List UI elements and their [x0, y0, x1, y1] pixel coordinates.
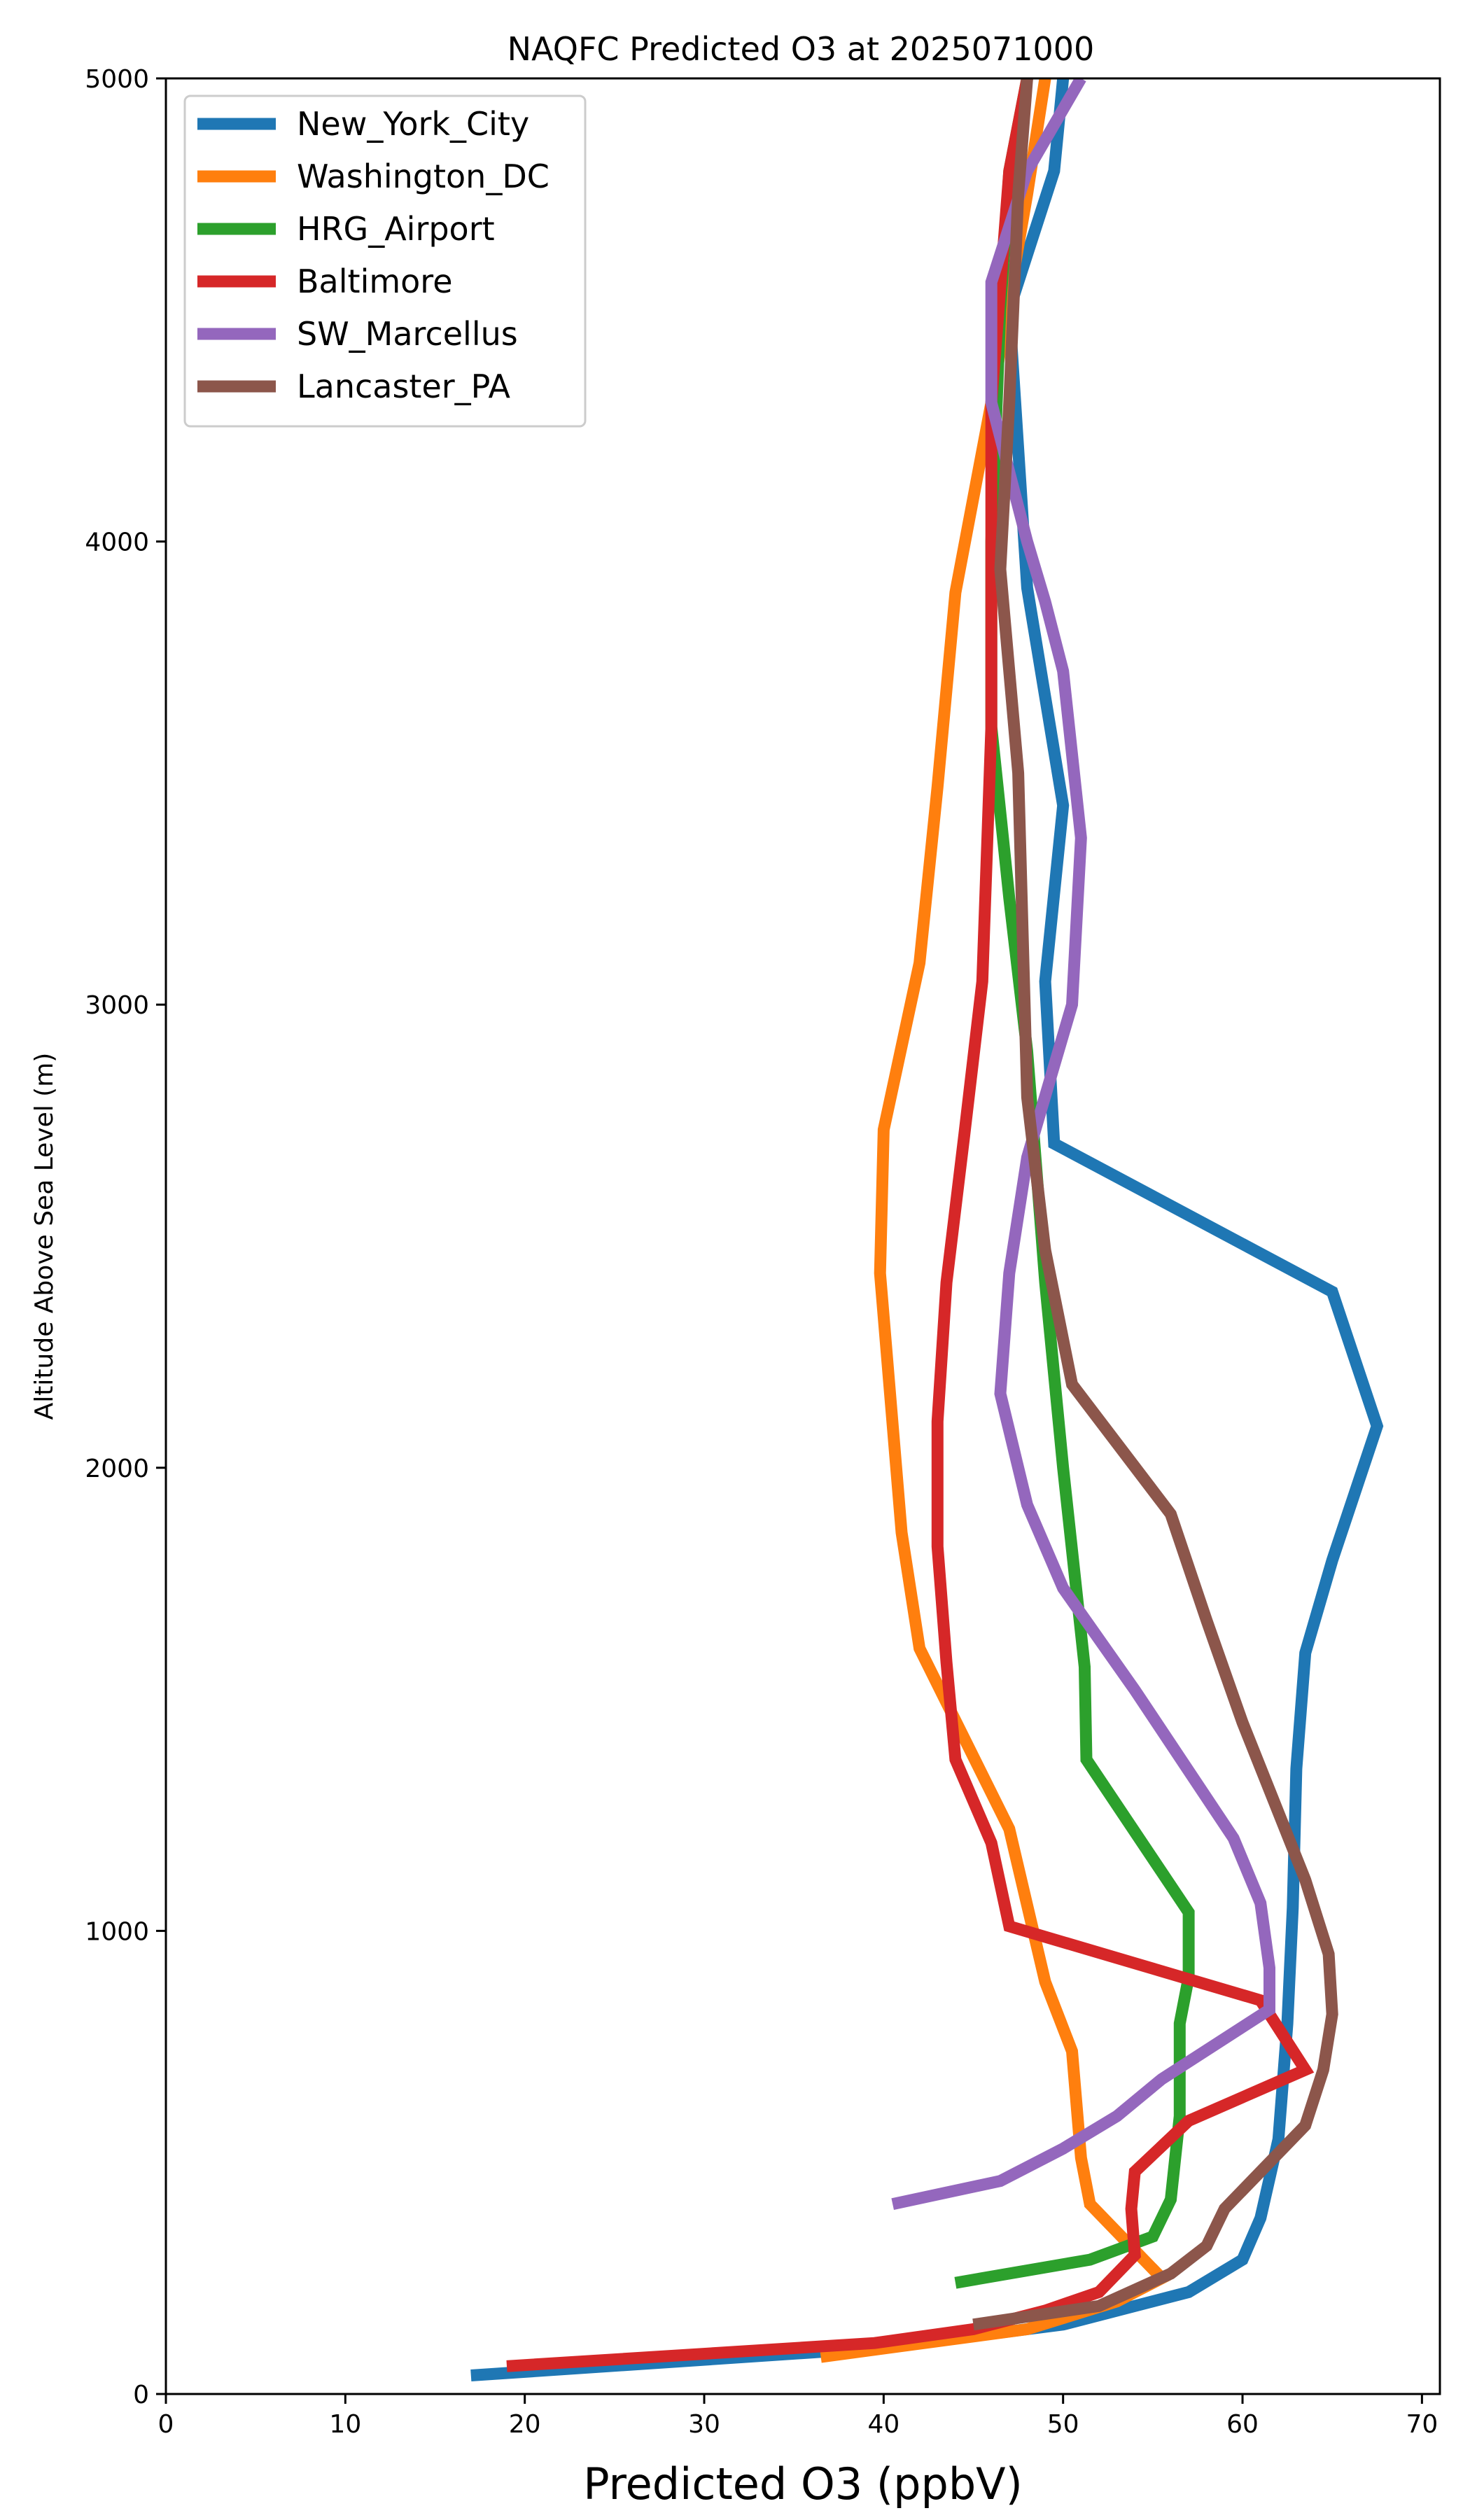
x-tick-label: 30 [688, 2410, 720, 2439]
series-layer [470, 78, 1384, 2381]
y-axis: 0 1000 2000 3000 4000 5000 [85, 65, 166, 2409]
series-line-baltimore [506, 78, 1315, 2372]
legend-label: SW_Marcellus [297, 315, 518, 353]
y-tick-label: 2000 [85, 1455, 149, 1483]
chart-title: NAQFC Predicted O3 at 2025071000 [507, 30, 1095, 68]
x-tick-label: 0 [158, 2410, 174, 2439]
y-tick-label: 4000 [85, 528, 149, 557]
y-tick-label: 5000 [85, 65, 149, 94]
legend-label: HRG_Airport [297, 210, 495, 248]
legend-label: Washington_DC [297, 158, 550, 195]
x-tick-label: 70 [1406, 2410, 1438, 2439]
x-tick-label: 10 [329, 2410, 361, 2439]
series-line-sw-marcellus [891, 78, 1275, 2211]
legend-box [183, 94, 587, 428]
y-tick-label: 3000 [85, 991, 149, 1020]
y-axis-label: Altitude Above Sea Level (m) [30, 1053, 59, 1420]
x-axis-label: Predicted O3 (ppbV) [583, 2458, 1023, 2510]
x-axis: 0 10 20 30 40 50 60 70 [158, 2394, 1438, 2439]
plot-frame [164, 77, 1441, 2395]
legend-label: New_York_City [297, 105, 529, 143]
y-tick-label: 0 [133, 2381, 149, 2409]
series-line-new-york-city [470, 78, 1384, 2381]
series-line-washington-dc [820, 78, 1172, 2363]
legend-label: Lancaster_PA [297, 368, 510, 405]
legend-label: Baltimore [297, 262, 453, 300]
legend: New_York_City Washington_DC HRG_Airport Bal… [183, 94, 587, 428]
x-tick-label: 20 [509, 2410, 541, 2439]
x-tick-label: 60 [1226, 2410, 1259, 2439]
y-tick-label: 1000 [85, 1917, 149, 1946]
x-tick-label: 50 [1047, 2410, 1079, 2439]
x-tick-label: 40 [867, 2410, 899, 2439]
series-line-lancaster-pa [972, 78, 1338, 2331]
